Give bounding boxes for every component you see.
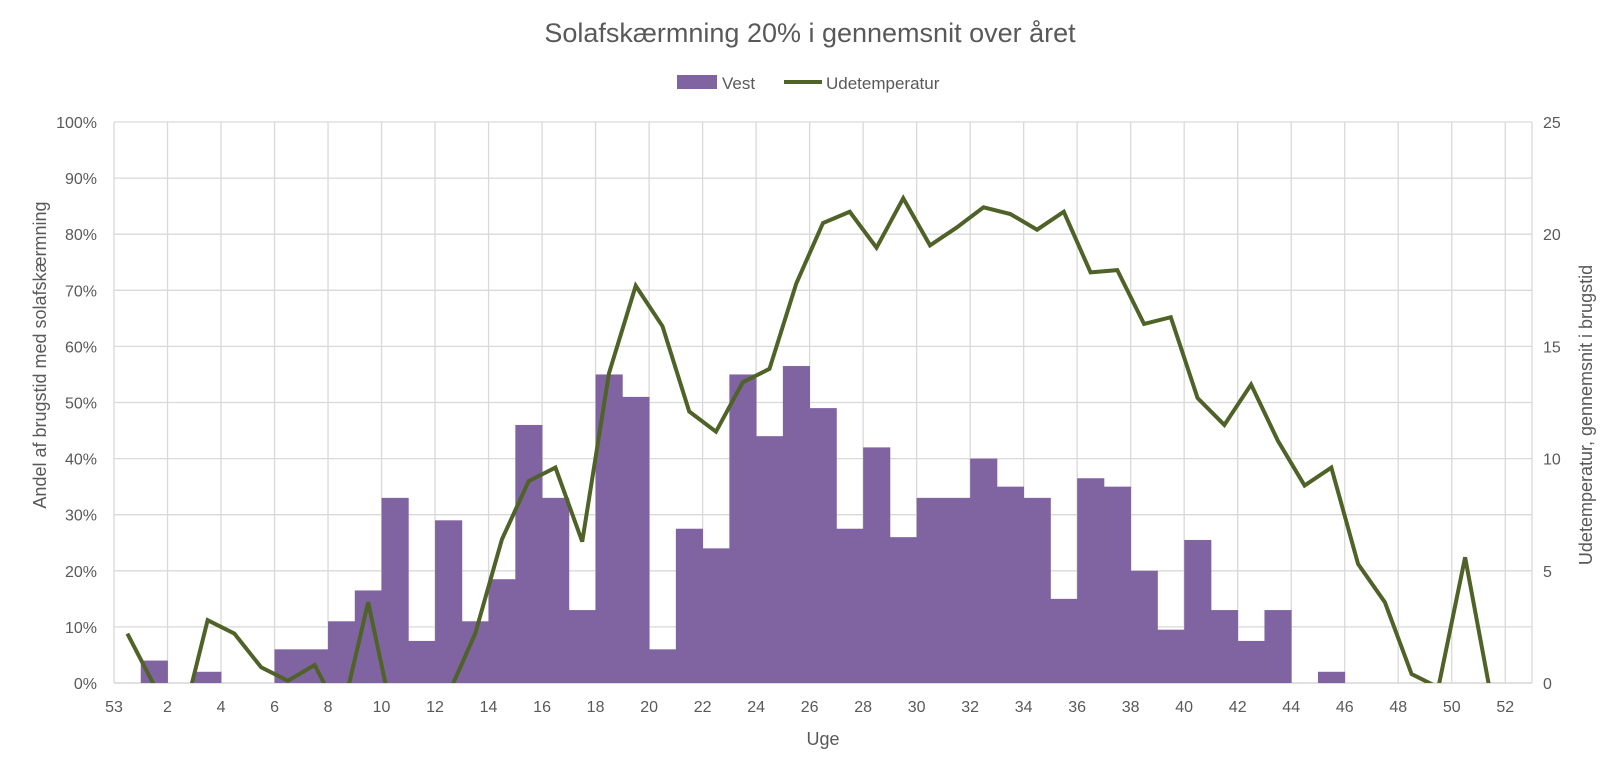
y-left-tick-label: 50%	[65, 396, 97, 413]
y-left-tick-label: 100%	[56, 115, 97, 132]
bar-week-1	[140, 660, 168, 683]
y-left-tick-label: 30%	[65, 508, 97, 525]
y-axis-left-ticks: 0% 10% 20% 30% 40% 50% 60% 70% 80% 90% 100%	[56, 115, 97, 693]
bar-week-32	[970, 458, 998, 683]
bar-week-10	[381, 497, 409, 683]
bar-series-vest	[140, 366, 1346, 683]
bar-week-41	[1210, 610, 1239, 683]
x-tick-label: 2	[163, 699, 172, 716]
x-tick-label: 53	[105, 699, 123, 716]
bar-week-29	[889, 537, 918, 683]
bar-week-43	[1264, 610, 1292, 683]
x-tick-label: 12	[426, 699, 444, 716]
y-right-tick-label: 0	[1543, 676, 1552, 693]
x-axis-ticks: 53 2 4 6 8 10 12 14 16 18 20 22 24 26 28 30 32 34 36 38 40 42…	[105, 699, 1514, 716]
y-axis-right-label: Udetemperatur, gennemsnit i brugstid	[1576, 265, 1596, 565]
y-left-tick-label: 40%	[65, 452, 97, 469]
bar-week-21	[675, 528, 704, 683]
x-tick-label: 16	[533, 699, 551, 716]
y-left-tick-label: 60%	[65, 339, 97, 356]
x-tick-label: 46	[1336, 699, 1354, 716]
x-tick-label: 18	[587, 699, 605, 716]
bar-week-26	[809, 408, 837, 683]
bar-week-40	[1184, 539, 1212, 683]
bar-week-16	[542, 497, 570, 683]
y-right-tick-label: 10	[1543, 452, 1561, 469]
bar-week-39	[1157, 629, 1185, 683]
x-tick-label: 34	[1015, 699, 1033, 716]
bar-week-35	[1050, 598, 1078, 683]
bar-week-42	[1237, 640, 1265, 683]
y-left-tick-label: 10%	[65, 620, 97, 637]
x-tick-label: 10	[373, 699, 391, 716]
y-left-tick-label: 0%	[74, 676, 97, 693]
x-tick-label: 36	[1068, 699, 1086, 716]
x-axis-label: Uge	[806, 729, 839, 749]
bar-week-19	[622, 396, 650, 683]
bar-week-22	[702, 548, 730, 683]
x-tick-label: 14	[480, 699, 498, 716]
bar-week-31	[943, 497, 971, 683]
x-tick-label: 42	[1229, 699, 1247, 716]
x-tick-label: 28	[854, 699, 872, 716]
x-tick-label: 38	[1122, 699, 1140, 716]
bar-week-27	[836, 528, 864, 683]
legend-swatch-vest	[677, 75, 717, 89]
bar-week-30	[916, 497, 944, 683]
x-tick-label: 4	[217, 699, 226, 716]
y-right-tick-label: 25	[1543, 115, 1561, 132]
x-tick-label: 30	[908, 699, 926, 716]
bar-week-3	[194, 671, 222, 683]
bar-week-25	[782, 366, 811, 683]
bar-week-14	[488, 579, 516, 683]
bar-week-15	[515, 424, 543, 683]
bar-week-33	[996, 486, 1025, 683]
y-left-tick-label: 80%	[65, 227, 97, 244]
bar-week-17	[568, 610, 596, 683]
x-tick-label: 20	[640, 699, 658, 716]
bar-week-36	[1077, 478, 1105, 683]
temperature-line	[125, 194, 1491, 683]
x-tick-label: 48	[1389, 699, 1407, 716]
bar-week-24	[756, 436, 784, 683]
x-tick-label: 44	[1282, 699, 1300, 716]
bar-week-37	[1103, 486, 1132, 683]
x-tick-label: 8	[324, 699, 333, 716]
x-tick-label: 40	[1175, 699, 1193, 716]
bar-week-12	[435, 520, 463, 683]
line-series-udetemperatur	[125, 194, 1491, 683]
bar-week-38	[1130, 570, 1158, 683]
x-tick-label: 32	[961, 699, 979, 716]
legend-label-vest: Vest	[722, 74, 755, 93]
bar-week-45	[1317, 671, 1346, 683]
bar-week-28	[863, 447, 891, 683]
x-tick-label: 52	[1496, 699, 1514, 716]
legend: Vest Udetemperatur	[677, 74, 940, 93]
y-left-tick-label: 90%	[65, 171, 97, 188]
x-tick-label: 6	[270, 699, 279, 716]
y-axis-right-ticks: 0 5 10 15 20 25	[1543, 115, 1561, 693]
y-right-tick-label: 15	[1543, 339, 1561, 356]
x-tick-label: 50	[1443, 699, 1461, 716]
x-tick-label: 22	[694, 699, 712, 716]
y-left-tick-label: 70%	[65, 283, 97, 300]
legend-label-udetemperatur: Udetemperatur	[826, 74, 940, 93]
bar-week-23	[729, 374, 757, 683]
bar-week-34	[1023, 497, 1051, 683]
y-right-tick-label: 5	[1543, 564, 1552, 581]
chart-title: Solafskærmning 20% i gennemsnit over åre…	[544, 18, 1076, 48]
y-left-tick-label: 20%	[65, 564, 97, 581]
x-tick-label: 26	[801, 699, 819, 716]
x-tick-label: 24	[747, 699, 765, 716]
y-right-tick-label: 20	[1543, 227, 1561, 244]
bar-week-11	[408, 640, 436, 683]
y-axis-left-label: Andel af brugstid med solafskærmning	[30, 201, 50, 508]
bar-week-20	[649, 649, 677, 683]
